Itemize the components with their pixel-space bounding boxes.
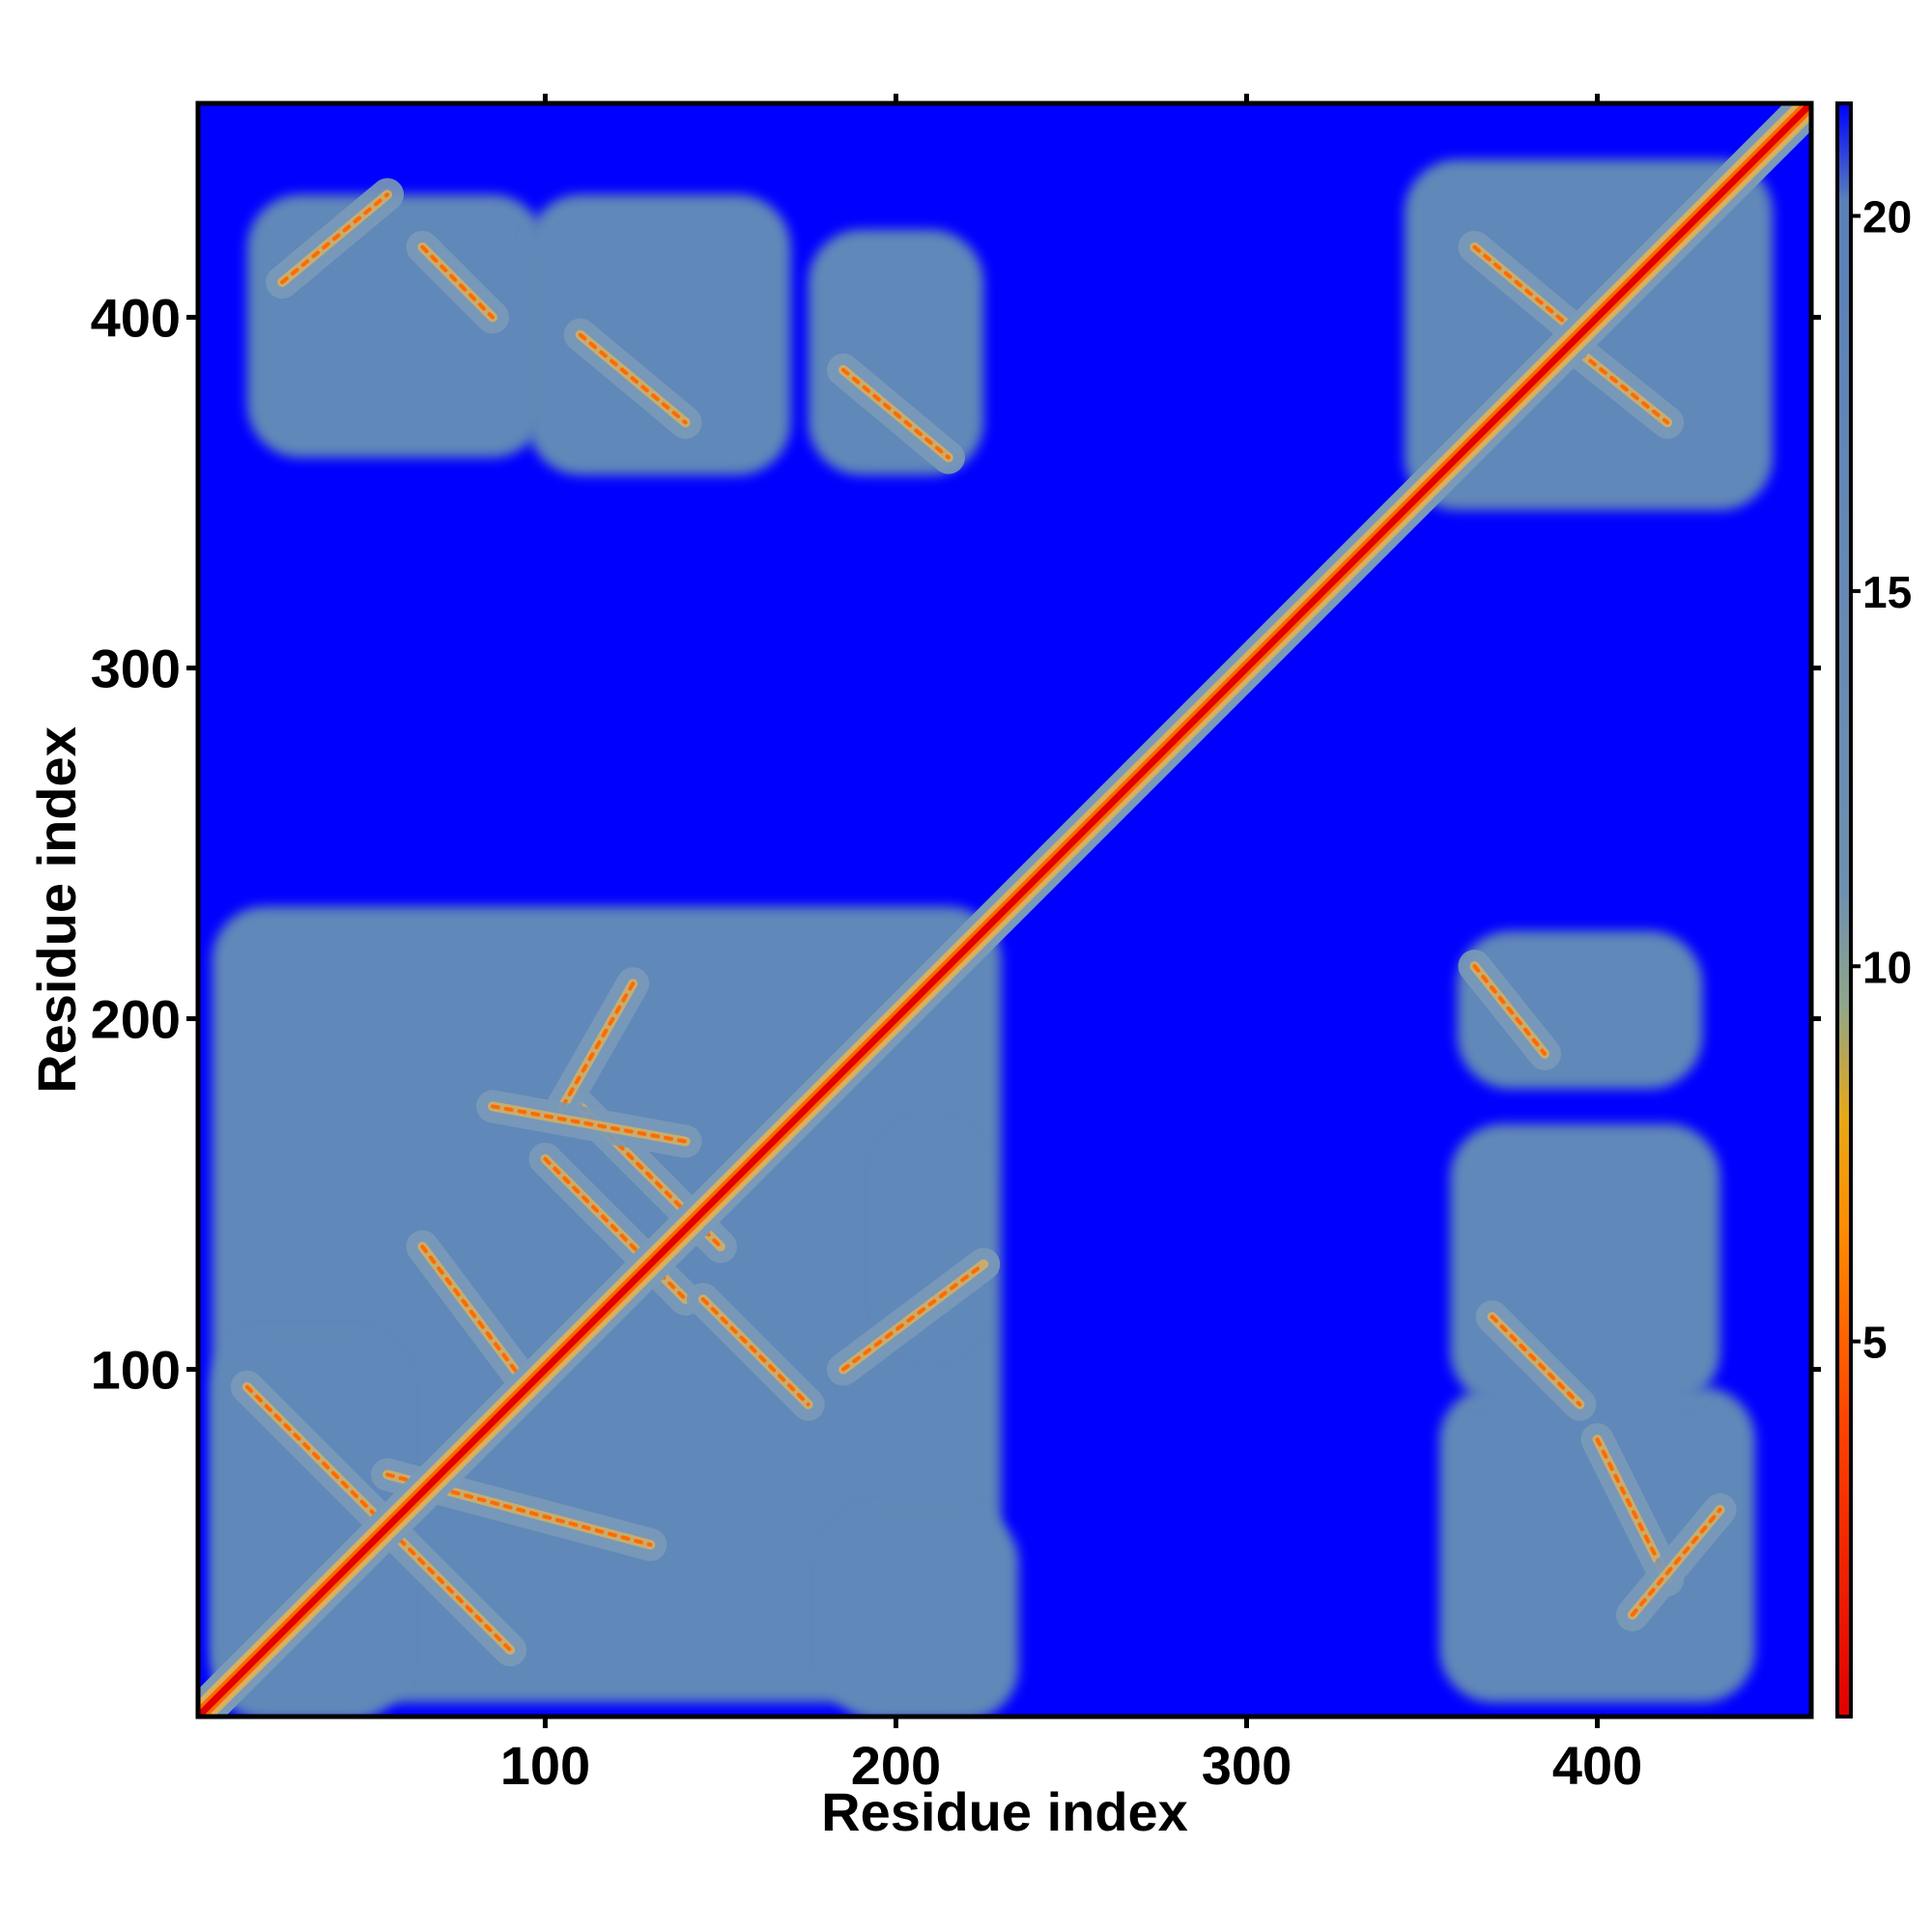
- x-axis-title: Residue index: [821, 1781, 1188, 1842]
- diagonal-core: [198, 103, 1811, 1717]
- x-tick-label: 100: [500, 1735, 590, 1796]
- contact-line-6: [700, 1296, 810, 1406]
- contact-line-7: [841, 1262, 986, 1372]
- contact-region-1: [212, 1334, 406, 1717]
- plot-frame: [195, 100, 1814, 1719]
- y-axis: 100 200 300 400: [91, 287, 1821, 1401]
- x-tick-label: 400: [1552, 1735, 1642, 1796]
- contact-region-9: [808, 229, 984, 475]
- contact-line-18: [1630, 1507, 1722, 1617]
- contact-region-5: [1450, 1123, 1720, 1405]
- heatmap-plot-area: [195, 100, 1814, 1719]
- contact-line-16: [1490, 1315, 1582, 1406]
- contact-region-4: [1439, 1386, 1755, 1703]
- contact-line-5: [560, 981, 636, 1109]
- y-tick-label: 200: [91, 989, 181, 1050]
- y-tick-label: 400: [91, 287, 181, 348]
- contact-line-15: [1472, 964, 1548, 1056]
- contact-line-12: [841, 367, 951, 460]
- x-axis: 100 200 300 400: [500, 94, 1642, 1796]
- colorbar: 5 10 15 20: [1835, 101, 1912, 1719]
- contact-line-2: [420, 1244, 530, 1389]
- contact-line-8: [490, 1104, 688, 1144]
- contact-region-8: [527, 194, 791, 475]
- colorbar-ticks: 5 10 15 20: [1851, 192, 1912, 1368]
- contact-line-13: [1472, 244, 1582, 337]
- contact-region-6: [1457, 930, 1703, 1090]
- contact-line-9: [578, 332, 688, 425]
- y-axis-title: Residue index: [26, 726, 87, 1094]
- x-tick-label: 200: [851, 1735, 941, 1796]
- contact-line-14: [1577, 350, 1670, 425]
- contact-line-0: [244, 1384, 513, 1653]
- contact-line-17: [1595, 1437, 1670, 1582]
- colorbar-tick-label: 20: [1862, 192, 1912, 242]
- contact-line-10: [280, 192, 390, 285]
- y-tick-label: 100: [91, 1340, 181, 1401]
- colorbar-tick-label: 5: [1862, 1318, 1888, 1368]
- contact-region-2: [825, 1509, 1019, 1717]
- y-tick-label: 300: [91, 639, 181, 699]
- colorbar-fill: [1835, 101, 1853, 1719]
- diagonal-band: [198, 103, 1811, 1717]
- colorbar-tick-label: 10: [1862, 942, 1912, 992]
- x-tick-label: 300: [1202, 1735, 1292, 1796]
- contact-line-11: [420, 244, 495, 320]
- colorbar-tick-label: 15: [1862, 567, 1912, 617]
